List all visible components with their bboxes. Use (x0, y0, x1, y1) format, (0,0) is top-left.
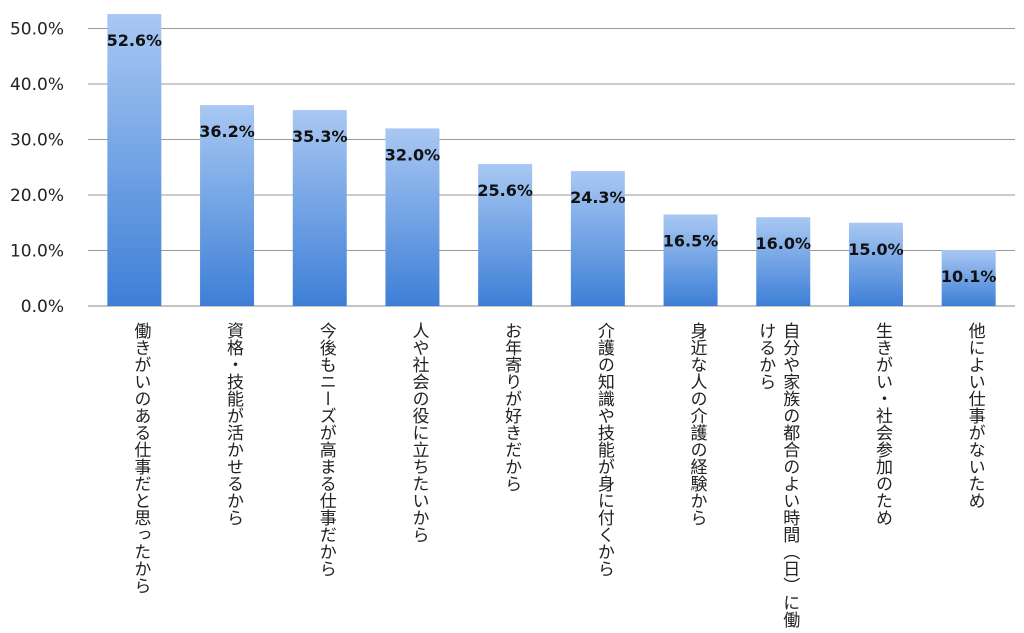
bar (200, 105, 255, 306)
data-label: 32.0% (385, 145, 441, 164)
y-tick-label: 10.0% (10, 242, 64, 262)
data-label: 16.0% (755, 234, 811, 253)
x-category-label: 身近な人の介護の経験から (686, 322, 707, 526)
x-category-label: 働きがいのある仕事だと思ったから (130, 322, 151, 594)
y-axis-ticks: 0.0% 10.0% 20.0% 30.0% 40.0% 50.0% (10, 20, 64, 318)
data-label: 52.6% (107, 31, 163, 50)
bar (478, 163, 533, 306)
y-tick-label: 40.0% (10, 75, 64, 95)
bar (385, 128, 440, 306)
x-category-label: 介護の知識や技能が身に付くから (593, 322, 614, 577)
data-label: 15.0% (848, 240, 904, 259)
x-category-label: 他によい仕事がないため (964, 322, 985, 509)
bar (107, 14, 162, 306)
data-label: 10.1% (941, 267, 997, 286)
bar (941, 249, 996, 306)
data-label: 36.2% (199, 122, 255, 141)
data-label: 35.3% (292, 127, 348, 146)
y-tick-label: 30.0% (10, 131, 64, 151)
x-category-label: 自分や家族の都合のよい時間（日）に働けるから (755, 322, 800, 628)
bar (663, 214, 718, 306)
bar (292, 110, 347, 307)
bar (756, 217, 811, 306)
y-tick-label: 50.0% (10, 20, 64, 40)
x-category-label: 生きがい・社会参加のため (871, 322, 892, 526)
bar (848, 222, 903, 306)
data-labels: 52.6% 36.2% 35.3% 32.0% 25.6% 24.3% 16.5% 16.0%… (107, 31, 997, 286)
data-label: 16.5% (663, 231, 719, 250)
x-category-label: 資格・技能が活かせるから (223, 322, 244, 526)
bars (107, 14, 996, 307)
bar (570, 171, 625, 306)
x-category-label: お年寄りが好きだから (501, 322, 522, 492)
data-label: 24.3% (570, 188, 626, 207)
data-label: 25.6% (477, 181, 533, 200)
x-category-label: 人や社会の役に立ちたいから (408, 322, 429, 543)
y-tick-label: 20.0% (10, 186, 64, 206)
x-category-label: 今後もニーズが高まる仕事だから (315, 322, 336, 577)
y-tick-label: 0.0% (21, 297, 64, 317)
